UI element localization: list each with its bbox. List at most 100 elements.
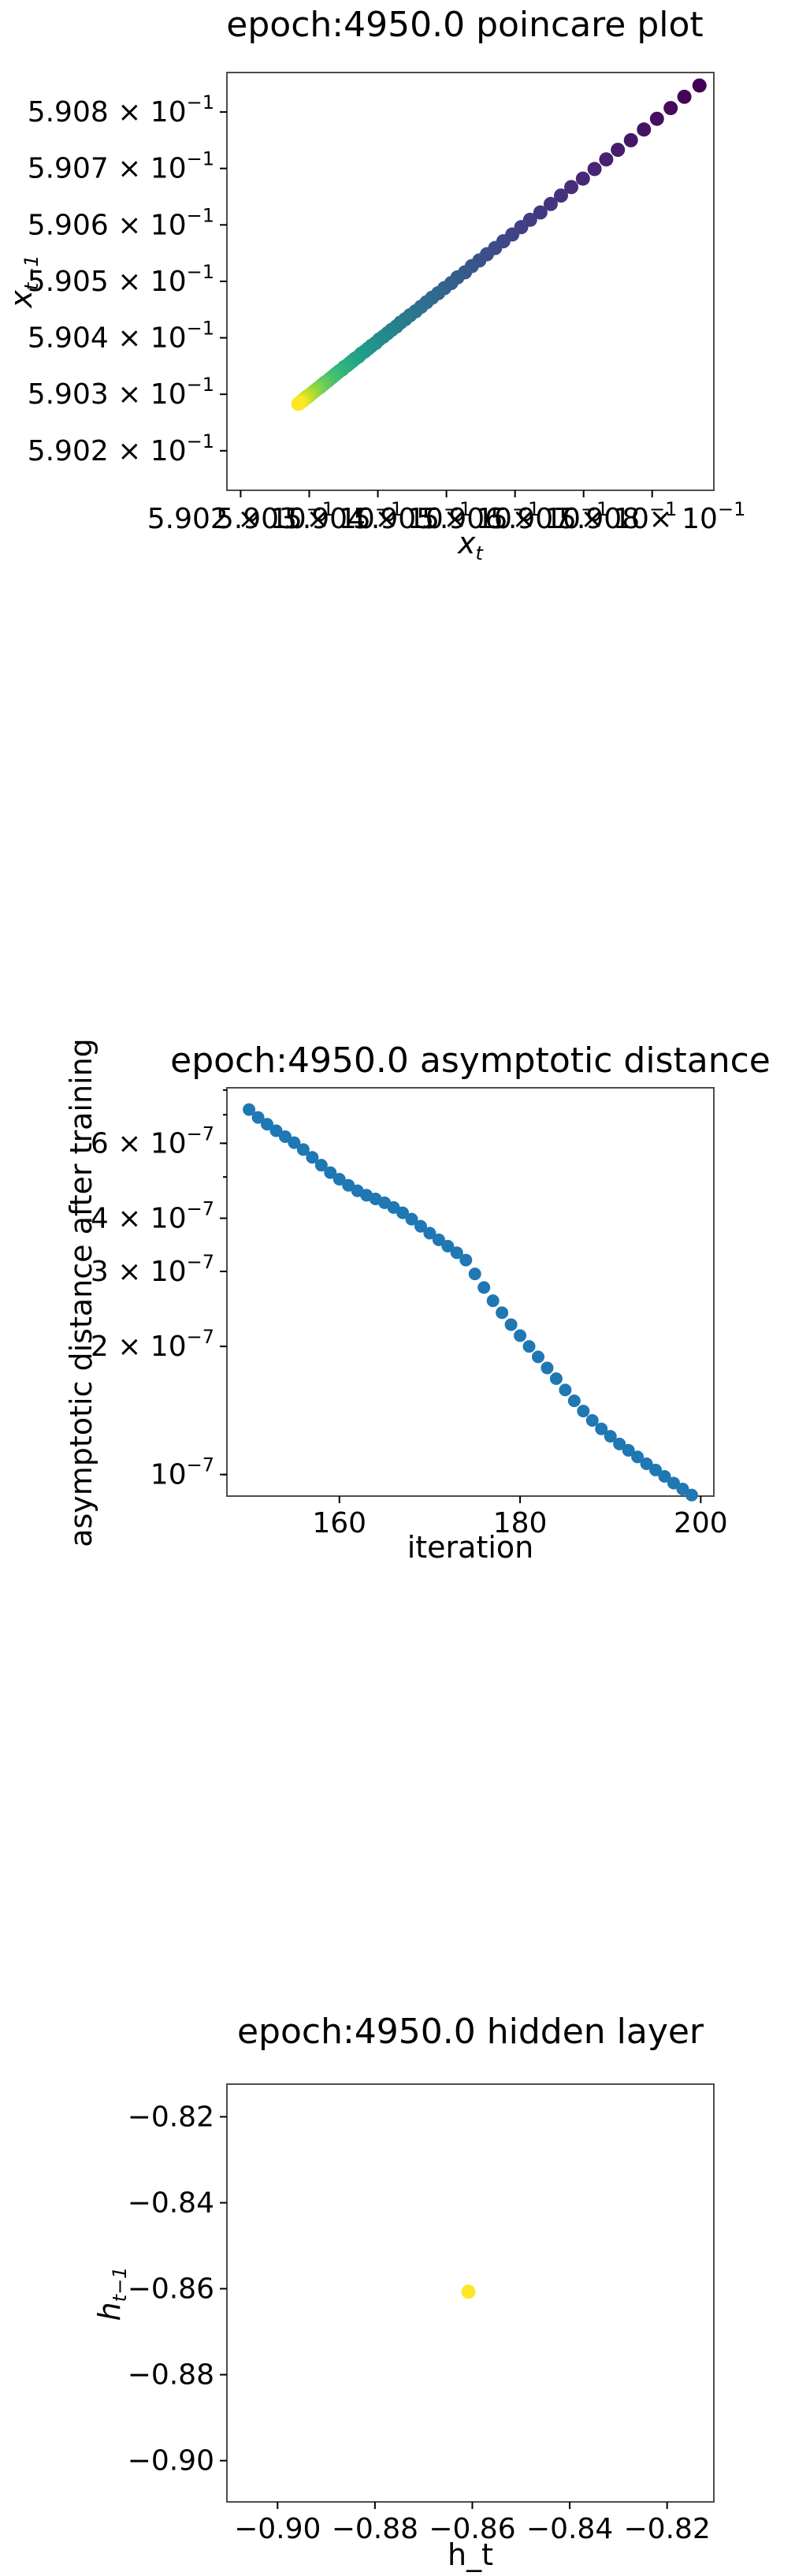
poincare-x-axis: 5.902 × 10−15.903 × 10−15.904 × 10−15.90… xyxy=(147,490,745,535)
asymptotic-point xyxy=(414,1219,427,1233)
hidden-layer-y-tick-label: −0.86 xyxy=(128,2273,214,2306)
poincare-point xyxy=(692,78,707,93)
asymptotic-point xyxy=(658,1470,671,1483)
hidden-layer-point xyxy=(461,2284,476,2299)
hidden-layer-y-tick-label: −0.88 xyxy=(128,2359,214,2392)
asymptotic-point xyxy=(541,1361,554,1375)
asymptotic-point xyxy=(676,1482,689,1495)
hidden-layer-x-axis: −0.90 −0.88 −0.86 −0.84 −0.82 xyxy=(234,2502,711,2545)
asymptotic-y-tick-label: 6 × 10−7 xyxy=(91,1122,214,1160)
poincare-y-axis: 5.902 × 10−1 5.903 × 10−1 5.904 × 10−1 5.90… xyxy=(28,91,227,467)
poincare-points xyxy=(291,78,707,411)
asymptotic-y-tick-label: 4 × 10−7 xyxy=(91,1197,214,1234)
asymptotic-point xyxy=(269,1124,283,1137)
poincare-y-label: xt−1 xyxy=(4,255,43,308)
poincare-point xyxy=(611,143,626,158)
asymptotic-point xyxy=(577,1405,590,1418)
poincare-x-tick-label: 5.906 × 10−1 xyxy=(422,498,608,535)
poincare-point xyxy=(543,196,558,211)
asymptotic-point xyxy=(631,1450,645,1464)
asymptotic-point xyxy=(477,1281,491,1294)
poincare-y-tick-label: 5.906 × 10−1 xyxy=(28,204,214,241)
poincare-point xyxy=(663,101,678,116)
poincare-point xyxy=(587,162,602,177)
poincare-point xyxy=(564,180,579,195)
hidden-layer-chart: epoch:4950.0 hidden layer −0.90 −0.88 −0.8… xyxy=(92,2012,715,2572)
asymptotic-point xyxy=(496,1306,509,1320)
asymptotic-x-tick-label: 180 xyxy=(493,1507,548,1539)
asymptotic-point xyxy=(559,1383,572,1397)
hidden-layer-x-tick-label: −0.88 xyxy=(332,2513,418,2545)
asymptotic-point xyxy=(504,1318,518,1331)
poincare-point xyxy=(533,205,548,220)
asymptotic-point xyxy=(514,1329,527,1342)
hidden-layer-y-tick-label: −0.90 xyxy=(128,2445,214,2477)
hidden-layer-x-label: h_t xyxy=(448,2537,493,2572)
asymptotic-points xyxy=(243,1103,698,1502)
poincare-x-tick-label: 5.908 × 10−1 xyxy=(559,498,745,535)
poincare-point xyxy=(575,171,590,186)
asymptotic-point xyxy=(595,1422,608,1435)
asymptotic-point xyxy=(342,1178,355,1192)
hidden-layer-x-tick-label: −0.86 xyxy=(429,2513,515,2545)
asymptotic-point xyxy=(441,1239,455,1253)
asymptotic-distance-chart: epoch:4950.0 asymptotic distance 10−7 2 ×… xyxy=(64,1038,771,1565)
asymptotic-point xyxy=(585,1414,599,1428)
poincare-point xyxy=(649,111,664,126)
hidden-layer-y-tick-label: −0.84 xyxy=(128,2187,214,2219)
asymptotic-point xyxy=(314,1159,328,1172)
poincare-y-tick-label: 5.904 × 10−1 xyxy=(28,318,214,355)
poincare-y-tick-label: 5.907 × 10−1 xyxy=(28,148,214,185)
asymptotic-point xyxy=(243,1103,256,1116)
asymptotic-point xyxy=(685,1488,698,1502)
poincare-point xyxy=(637,122,652,137)
asymptotic-point xyxy=(251,1111,265,1124)
hidden-layer-y-axis: −0.90 −0.88 −0.86 −0.84 −0.82 xyxy=(128,2101,227,2477)
hidden-layer-x-tick-label: −0.84 xyxy=(526,2513,613,2545)
poincare-x-label: xt xyxy=(457,526,485,564)
hidden-layer-y-tick-label: −0.82 xyxy=(128,2101,214,2133)
asymptotic-y-tick-label: 10−7 xyxy=(150,1454,214,1491)
asymptotic-point xyxy=(640,1457,653,1470)
asymptotic-point xyxy=(531,1350,544,1364)
poincare-point xyxy=(291,396,306,411)
asymptotic-point xyxy=(288,1136,301,1149)
asymptotic-point xyxy=(459,1253,473,1267)
asymptotic-y-label: asymptotic distance after training xyxy=(64,1038,98,1547)
poincare-x-tick-label: 5.902 × 10−1 xyxy=(147,498,334,535)
poincare-point xyxy=(677,89,692,104)
asymptotic-point xyxy=(667,1476,680,1490)
asymptotic-point xyxy=(423,1227,437,1240)
asymptotic-point xyxy=(486,1294,500,1308)
asymptotic-point xyxy=(432,1233,445,1246)
poincare-y-tick-label: 5.903 × 10−1 xyxy=(28,374,214,411)
asymptotic-point xyxy=(306,1151,319,1164)
poincare-title: epoch:4950.0 poincare plot xyxy=(226,5,703,45)
asymptotic-point xyxy=(522,1340,536,1353)
asymptotic-point xyxy=(549,1372,563,1385)
poincare-chart: epoch:4950.0 poincare plot 5.902 × 10−15… xyxy=(4,5,745,564)
poincare-x-tick-label: 5.903 × 10−1 xyxy=(216,498,403,535)
poincare-x-tick-label: 5.905 × 10−1 xyxy=(353,498,540,535)
asymptotic-y-tick-label: 2 × 10−7 xyxy=(91,1326,214,1363)
poincare-point xyxy=(599,152,614,167)
asymptotic-point xyxy=(622,1443,635,1457)
hidden-layer-plot-frame xyxy=(226,2083,715,2503)
asymptotic-point xyxy=(613,1437,626,1450)
asymptotic-x-tick-label: 160 xyxy=(312,1507,366,1539)
hidden-layer-x-tick-label: −0.90 xyxy=(234,2513,321,2545)
hidden-layer-title: epoch:4950.0 hidden layer xyxy=(237,2012,704,2052)
poincare-x-tick-label: 5.904 × 10−1 xyxy=(284,498,471,535)
asymptotic-y-tick-label: 3 × 10−7 xyxy=(91,1251,214,1288)
asymptotic-point xyxy=(261,1118,274,1131)
poincare-y-tick-label: 5.908 × 10−1 xyxy=(28,91,214,128)
asymptotic-point xyxy=(468,1268,481,1281)
asymptotic-point xyxy=(567,1394,581,1408)
asymptotic-x-tick-label: 200 xyxy=(674,1507,728,1539)
poincare-y-tick-label: 5.902 × 10−1 xyxy=(28,430,214,467)
asymptotic-point xyxy=(604,1430,617,1443)
hidden-layer-x-tick-label: −0.82 xyxy=(624,2513,711,2545)
hidden-layer-y-label: ht−1 xyxy=(92,2267,131,2321)
asymptotic-point xyxy=(278,1130,292,1143)
poincare-y-tick-label: 5.905 × 10−1 xyxy=(28,261,214,298)
